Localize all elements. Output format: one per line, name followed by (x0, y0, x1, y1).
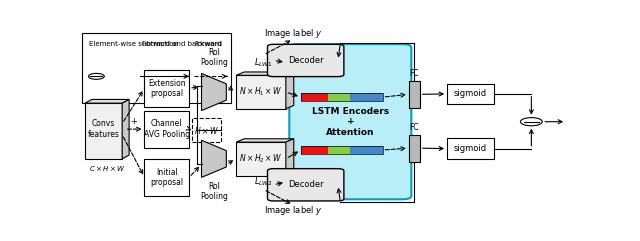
FancyBboxPatch shape (289, 44, 412, 199)
Bar (301, 146, 328, 154)
Polygon shape (122, 100, 129, 159)
Bar (328, 93, 350, 101)
Polygon shape (202, 74, 227, 111)
Text: Forward and backward: Forward and backward (142, 41, 221, 47)
Bar (328, 146, 350, 154)
FancyBboxPatch shape (268, 169, 344, 201)
Text: Convs
features: Convs features (88, 120, 120, 139)
FancyBboxPatch shape (85, 103, 122, 159)
Text: Forward: Forward (194, 41, 222, 47)
Text: Extension
proposal: Extension proposal (148, 79, 186, 98)
Bar (350, 93, 383, 101)
Text: LSTM Encoders
+
Attention: LSTM Encoders + Attention (312, 107, 389, 137)
Circle shape (88, 73, 104, 79)
Text: sigmoid: sigmoid (454, 144, 487, 153)
Circle shape (520, 118, 542, 126)
Text: $N \times H_1 \times W$: $N \times H_1 \times W$ (239, 86, 283, 98)
Text: $H \times W$: $H \times W$ (194, 125, 219, 135)
Bar (301, 93, 328, 101)
FancyBboxPatch shape (447, 84, 494, 104)
Text: sigmoid: sigmoid (454, 89, 487, 98)
Text: Initial
proposal: Initial proposal (150, 168, 184, 187)
Text: Element-wise subtraction: Element-wise subtraction (90, 41, 179, 47)
Text: Image label $y$: Image label $y$ (264, 204, 323, 217)
Text: RoI
Pooling: RoI Pooling (200, 48, 228, 67)
FancyBboxPatch shape (83, 33, 231, 103)
FancyBboxPatch shape (409, 135, 420, 162)
FancyBboxPatch shape (145, 111, 189, 148)
Text: $C \times H \times W$: $C \times H \times W$ (89, 164, 125, 173)
FancyBboxPatch shape (236, 75, 286, 109)
FancyBboxPatch shape (268, 44, 344, 77)
Polygon shape (236, 139, 294, 142)
Text: Channel
AVG Pooling: Channel AVG Pooling (144, 120, 190, 139)
FancyBboxPatch shape (236, 142, 286, 175)
Text: FC: FC (410, 123, 419, 132)
Text: $N \times H_2 \times W$: $N \times H_2 \times W$ (239, 153, 283, 165)
Polygon shape (236, 72, 294, 75)
Text: $L_{LW1}$: $L_{LW1}$ (254, 56, 273, 69)
Polygon shape (85, 100, 129, 103)
Polygon shape (286, 72, 294, 109)
FancyBboxPatch shape (447, 138, 494, 159)
Text: RoI
Pooling: RoI Pooling (200, 182, 228, 201)
Text: Decoder: Decoder (288, 180, 323, 189)
Text: FC: FC (410, 69, 419, 78)
Text: $L_{LW2}$: $L_{LW2}$ (254, 176, 273, 188)
Bar (350, 146, 383, 154)
Text: +: + (130, 117, 137, 126)
FancyBboxPatch shape (409, 81, 420, 108)
FancyBboxPatch shape (191, 118, 221, 142)
Polygon shape (286, 139, 294, 175)
FancyBboxPatch shape (145, 159, 189, 196)
FancyBboxPatch shape (145, 70, 189, 107)
Text: Image label $y$: Image label $y$ (264, 27, 323, 40)
Polygon shape (202, 140, 227, 177)
Text: Decoder: Decoder (288, 56, 323, 65)
